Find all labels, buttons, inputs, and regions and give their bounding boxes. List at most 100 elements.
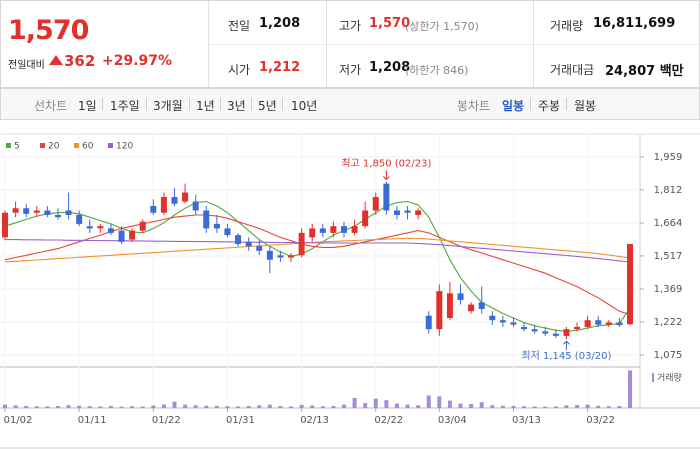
volume-bar — [500, 405, 505, 408]
candle-body — [457, 293, 464, 301]
max-arrow — [383, 170, 390, 181]
volume-bar — [299, 404, 304, 408]
tab-title: 선차트 — [34, 99, 68, 113]
volume-bar — [479, 402, 484, 408]
label: 저가 — [339, 63, 362, 77]
candle-body — [86, 226, 93, 229]
volume-bar — [596, 405, 601, 408]
volume-bar — [426, 395, 431, 408]
volume-bar — [553, 406, 558, 408]
value: 1,212 — [259, 60, 301, 75]
candle-body — [298, 232, 305, 256]
y-tick-label: 1,812 — [654, 185, 683, 196]
tab[interactable]: 5년 — [258, 99, 277, 113]
x-tick-label: 01/02 — [4, 415, 33, 426]
volume-bar — [257, 405, 262, 408]
volume-bar — [289, 406, 294, 408]
volume-bar — [24, 405, 29, 408]
label: 전일 — [228, 19, 251, 33]
x-tick-label: 03/04 — [438, 415, 467, 426]
volume-bar — [193, 405, 198, 408]
volume-bar — [352, 397, 357, 408]
divider — [208, 1, 209, 87]
label: 거래대금 — [550, 63, 595, 77]
volume-label: 거래량 — [657, 372, 682, 384]
tab[interactable]: 1년 — [196, 99, 215, 113]
candle-body — [182, 192, 189, 202]
candle-body — [531, 329, 538, 332]
tab[interactable]: 월봉 — [574, 99, 597, 113]
candle-body — [393, 210, 400, 215]
tab-sep — [282, 98, 283, 110]
y-tick-label: 1,222 — [654, 317, 683, 328]
volume-bar — [416, 405, 421, 408]
tab[interactable]: 1주일 — [110, 99, 140, 113]
label: 거래량 — [550, 19, 584, 33]
candle-body — [563, 329, 570, 336]
candle-body — [129, 230, 136, 240]
volume-bar — [130, 406, 135, 408]
candle-body — [23, 208, 30, 214]
candle-body — [33, 210, 40, 213]
tab[interactable]: 3년 — [227, 99, 246, 113]
value: 24,807 백만 — [605, 64, 684, 79]
legend-label: 20 — [48, 142, 60, 152]
label: 시가 — [228, 63, 251, 77]
tab-bar: 선차트 1일 1주일 3개월 1년 3년 5년 10년 봉차트 일봉 주봉 월봉 — [0, 88, 700, 120]
candle-body — [139, 221, 146, 231]
candle-body — [574, 326, 581, 330]
note: (하한가 846) — [405, 64, 469, 77]
up-icon — [49, 55, 63, 65]
candle-body — [203, 210, 210, 229]
volume-bar — [628, 370, 632, 408]
candle-body — [340, 226, 347, 233]
candle-body — [351, 226, 358, 233]
candle-body — [436, 291, 443, 330]
y-tick-label: 1,959 — [654, 152, 683, 163]
volume-bar — [246, 405, 251, 408]
tab[interactable]: 3개월 — [153, 99, 183, 113]
volume-bar — [267, 404, 272, 408]
candle-body — [478, 302, 485, 310]
tab[interactable]: 10년 — [291, 99, 318, 113]
volume-bar — [575, 405, 580, 408]
candle-body — [404, 210, 411, 213]
ma-line — [4, 237, 631, 263]
note: (상한가 1,570) — [405, 20, 479, 33]
x-tick-label: 01/31 — [226, 415, 255, 426]
tab-sep — [102, 98, 103, 110]
volume-bar — [225, 406, 230, 408]
volume-bar — [437, 396, 442, 408]
legend-swatch — [74, 143, 79, 148]
tab[interactable]: 1일 — [78, 99, 97, 113]
candle-body — [2, 212, 8, 238]
x-tick-label: 03/22 — [586, 415, 615, 426]
tab[interactable]: 일봉 — [502, 99, 525, 113]
volume-bar — [522, 406, 527, 408]
x-tick-label: 03/13 — [512, 415, 541, 426]
volume-bar — [172, 401, 177, 408]
candle-body — [65, 210, 72, 215]
legend-swatch — [40, 143, 45, 148]
candle-body — [12, 208, 19, 213]
value: 1,208 — [259, 16, 301, 31]
ma-line — [4, 214, 631, 316]
tab-title: 봉차트 — [457, 99, 491, 113]
candle-body — [542, 331, 549, 334]
change: 362 — [64, 52, 96, 70]
candle-body — [372, 197, 379, 211]
candle-body — [616, 322, 623, 326]
volume-bar — [585, 404, 590, 408]
max-annotation: 최고 1,850 (02/23) — [341, 157, 431, 169]
volume-bar — [108, 405, 113, 408]
tab[interactable]: 주봉 — [538, 99, 561, 113]
candle-body — [224, 228, 231, 236]
volume-bar — [564, 405, 569, 408]
label: 고가 — [339, 19, 362, 33]
candle-body — [44, 210, 51, 215]
x-tick-label: 01/22 — [152, 415, 181, 426]
candle-body — [362, 210, 369, 227]
candle-body — [415, 210, 422, 215]
candle-body — [76, 214, 83, 224]
candle-body — [150, 206, 157, 213]
